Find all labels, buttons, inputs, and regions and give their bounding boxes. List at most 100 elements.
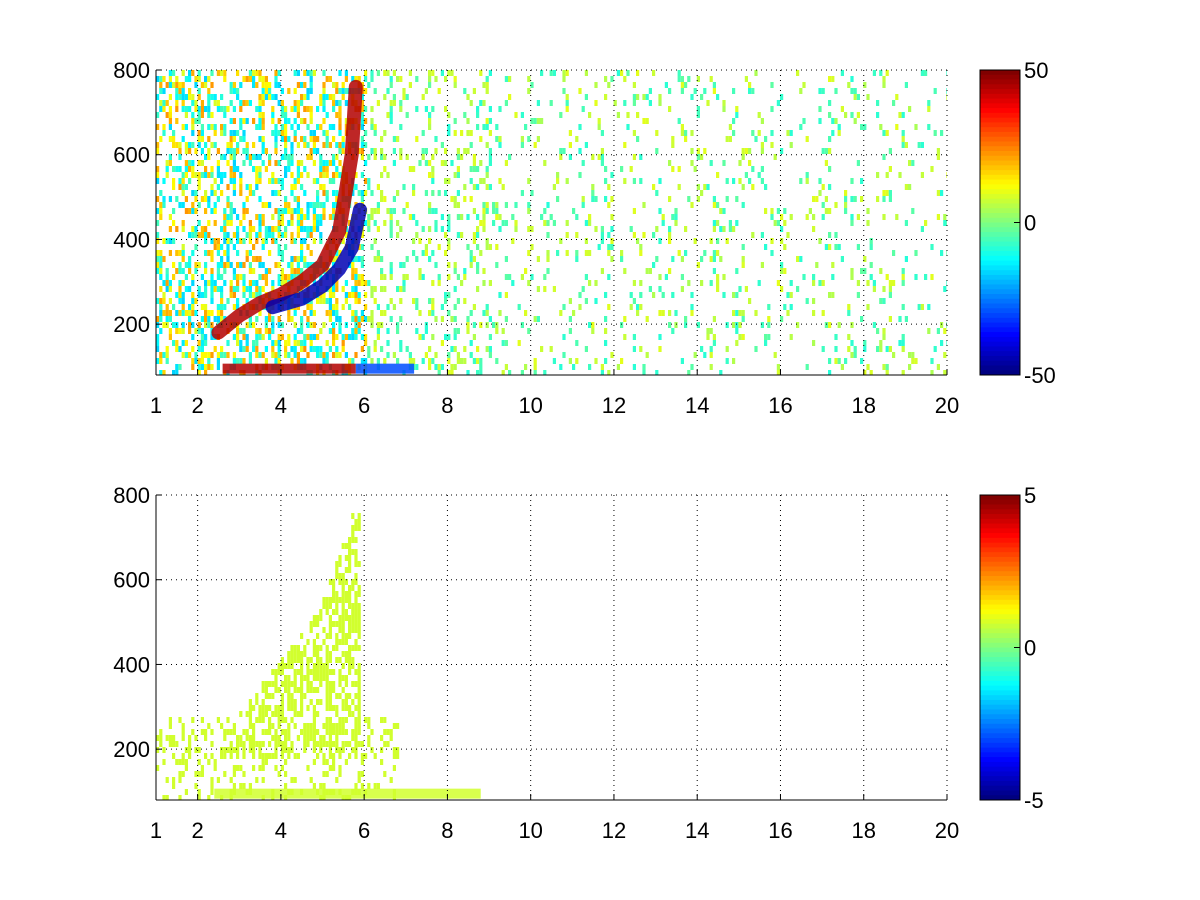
heatmap-cell xyxy=(210,322,214,328)
heatmap-cell xyxy=(821,310,825,316)
heatmap-cell xyxy=(165,735,169,741)
heatmap-cell xyxy=(277,334,281,340)
heatmap-cell xyxy=(856,244,860,250)
heatmap-cell xyxy=(341,148,345,154)
heatmap-cell xyxy=(380,322,384,328)
heatmap-cell xyxy=(252,705,256,711)
heatmap-cell xyxy=(239,765,243,771)
heatmap-cell xyxy=(693,88,697,94)
colorbar-segment xyxy=(980,690,1020,696)
heatmap-cell xyxy=(498,214,502,220)
heatmap-cell xyxy=(290,681,294,687)
heatmap-cell xyxy=(280,136,284,142)
heatmap-cell xyxy=(700,94,704,100)
heatmap-cell xyxy=(719,256,723,262)
heatmap-cell xyxy=(514,226,518,232)
heatmap-cell xyxy=(479,136,483,142)
heatmap-cell xyxy=(277,723,281,729)
heatmap-cell xyxy=(434,364,438,370)
heatmap-cell xyxy=(415,364,419,370)
heatmap-cell xyxy=(293,705,297,711)
heatmap-cell xyxy=(312,735,316,741)
heatmap-cell xyxy=(181,94,185,100)
heatmap-cell xyxy=(328,328,332,334)
heatmap-cell xyxy=(207,232,211,238)
heatmap-cell xyxy=(290,238,294,244)
heatmap-cell xyxy=(226,340,230,346)
heatmap-cell xyxy=(306,106,310,112)
heatmap-cell xyxy=(456,274,460,280)
heatmap-cell xyxy=(274,741,278,747)
heatmap-cell xyxy=(316,226,320,232)
heatmap-cell xyxy=(312,202,316,208)
heatmap-cell xyxy=(204,352,208,358)
heatmap-cell xyxy=(296,124,300,130)
heatmap-cell xyxy=(236,88,240,94)
heatmap-cell xyxy=(162,280,166,286)
heatmap-cell xyxy=(354,352,358,358)
heatmap-cell xyxy=(456,232,460,238)
heatmap-cell xyxy=(284,346,288,352)
heatmap-cell xyxy=(527,88,531,94)
heatmap-cell xyxy=(380,196,384,202)
heatmap-cell xyxy=(290,268,294,274)
heatmap-cell xyxy=(447,244,451,250)
heatmap-cell xyxy=(309,70,313,76)
heatmap-cell xyxy=(380,286,384,292)
heatmap-cell xyxy=(770,106,774,112)
heatmap-cell xyxy=(197,370,201,375)
heatmap-cell xyxy=(437,364,441,370)
heatmap-cell xyxy=(348,633,352,639)
heatmap-cell xyxy=(882,82,886,88)
heatmap-cell xyxy=(165,100,169,106)
heatmap-cell xyxy=(786,292,790,298)
heatmap-cell xyxy=(213,178,217,184)
heatmap-cell xyxy=(165,777,169,783)
heatmap-cell xyxy=(287,262,291,268)
heatmap-cell xyxy=(316,148,320,154)
heatmap-cell xyxy=(696,112,700,118)
heatmap-cell xyxy=(258,286,262,292)
heatmap-cell xyxy=(172,136,176,142)
heatmap-cell xyxy=(303,256,307,262)
heatmap-cell xyxy=(236,286,240,292)
heatmap-cell xyxy=(316,651,320,657)
heatmap-cell xyxy=(338,106,342,112)
heatmap-cell xyxy=(383,717,387,723)
heatmap-cell xyxy=(229,166,233,172)
heatmap-cell xyxy=(159,202,163,208)
heatmap-cell xyxy=(332,681,336,687)
heatmap-cell xyxy=(306,88,310,94)
colorbar-segment xyxy=(980,70,1020,76)
heatmap-cell xyxy=(319,346,323,352)
heatmap-cell xyxy=(312,759,316,765)
heatmap-cell xyxy=(850,88,854,94)
heatmap-cell xyxy=(354,172,358,178)
heatmap-cell xyxy=(296,232,300,238)
heatmap-cell xyxy=(316,675,320,681)
heatmap-cell xyxy=(527,178,531,184)
heatmap-cell xyxy=(306,735,310,741)
heatmap-cell xyxy=(741,244,745,250)
heatmap-cell xyxy=(319,94,323,100)
heatmap-cell xyxy=(255,693,259,699)
band-feature-3 xyxy=(355,363,415,374)
colorbar-segment xyxy=(980,303,1020,309)
heatmap-cell xyxy=(264,358,268,364)
heatmap-cell xyxy=(261,717,265,723)
heatmap-cell xyxy=(210,364,214,370)
heatmap-cell xyxy=(306,669,310,675)
heatmap-cell xyxy=(268,723,272,729)
heatmap-cell xyxy=(716,274,720,280)
heatmap-cell xyxy=(213,759,217,765)
heatmap-cell xyxy=(290,184,294,190)
heatmap-cell xyxy=(312,130,316,136)
heatmap-cell xyxy=(309,148,313,154)
heatmap-cell xyxy=(229,262,233,268)
heatmap-cell xyxy=(325,172,329,178)
heatmap-cell xyxy=(488,352,492,358)
heatmap-cell xyxy=(252,280,256,286)
heatmap-cell xyxy=(242,100,246,106)
heatmap-cell xyxy=(245,100,249,106)
heatmap-cell xyxy=(354,184,358,190)
